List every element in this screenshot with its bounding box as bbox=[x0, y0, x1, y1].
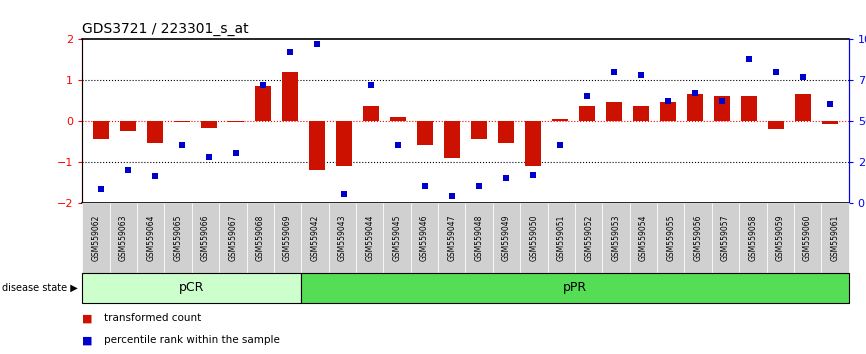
Bar bbox=[714, 96, 730, 121]
Text: transformed count: transformed count bbox=[104, 313, 201, 323]
Text: GSM559066: GSM559066 bbox=[201, 214, 210, 261]
Text: GSM559065: GSM559065 bbox=[173, 214, 183, 261]
Text: GSM559069: GSM559069 bbox=[283, 214, 292, 261]
Text: GSM559044: GSM559044 bbox=[365, 214, 374, 261]
Bar bbox=[147, 121, 163, 143]
Text: GDS3721 / 223301_s_at: GDS3721 / 223301_s_at bbox=[82, 22, 249, 36]
Text: GSM559053: GSM559053 bbox=[611, 214, 621, 261]
Text: GSM559050: GSM559050 bbox=[529, 214, 539, 261]
Bar bbox=[606, 102, 622, 121]
Bar bbox=[822, 121, 838, 124]
Bar bbox=[740, 96, 757, 121]
Bar bbox=[201, 121, 217, 128]
Text: GSM559061: GSM559061 bbox=[830, 215, 839, 261]
Text: GSM559046: GSM559046 bbox=[420, 214, 429, 261]
Bar bbox=[471, 121, 487, 139]
Text: GSM559049: GSM559049 bbox=[502, 214, 511, 261]
Text: GSM559054: GSM559054 bbox=[639, 214, 648, 261]
Text: pCR: pCR bbox=[179, 281, 204, 294]
Text: percentile rank within the sample: percentile rank within the sample bbox=[104, 335, 280, 345]
Text: ■: ■ bbox=[82, 335, 96, 345]
Text: GSM559064: GSM559064 bbox=[146, 214, 155, 261]
Text: GSM559052: GSM559052 bbox=[585, 215, 593, 261]
Bar bbox=[363, 107, 379, 121]
Text: GSM559060: GSM559060 bbox=[803, 214, 812, 261]
Bar bbox=[525, 121, 541, 166]
Bar bbox=[93, 121, 109, 139]
Text: GSM559068: GSM559068 bbox=[255, 215, 265, 261]
Text: GSM559058: GSM559058 bbox=[748, 215, 758, 261]
Text: GSM559047: GSM559047 bbox=[448, 214, 456, 261]
Bar bbox=[552, 119, 568, 121]
Text: pPR: pPR bbox=[563, 281, 587, 294]
Bar bbox=[417, 121, 433, 145]
Text: GSM559059: GSM559059 bbox=[776, 214, 785, 261]
Bar bbox=[498, 121, 514, 143]
Text: GSM559042: GSM559042 bbox=[310, 215, 320, 261]
Text: GSM559062: GSM559062 bbox=[92, 215, 100, 261]
Bar bbox=[120, 121, 136, 131]
Bar bbox=[578, 107, 595, 121]
Text: GSM559051: GSM559051 bbox=[557, 215, 565, 261]
Text: GSM559063: GSM559063 bbox=[119, 214, 128, 261]
Bar bbox=[282, 72, 298, 121]
Bar bbox=[255, 86, 271, 121]
Text: GSM559057: GSM559057 bbox=[721, 214, 730, 261]
Text: ■: ■ bbox=[82, 313, 96, 323]
Bar bbox=[660, 102, 676, 121]
Text: disease state ▶: disease state ▶ bbox=[2, 282, 77, 292]
Text: GSM559056: GSM559056 bbox=[694, 214, 702, 261]
Bar bbox=[795, 94, 811, 121]
Text: GSM559043: GSM559043 bbox=[338, 214, 346, 261]
Bar bbox=[633, 107, 649, 121]
Bar bbox=[309, 121, 325, 170]
Bar bbox=[687, 94, 703, 121]
Text: GSM559048: GSM559048 bbox=[475, 215, 483, 261]
Bar bbox=[390, 117, 406, 121]
Text: GSM559055: GSM559055 bbox=[666, 214, 675, 261]
Bar bbox=[336, 121, 352, 166]
Bar bbox=[768, 121, 784, 129]
Bar bbox=[444, 121, 460, 158]
Text: GSM559045: GSM559045 bbox=[392, 214, 402, 261]
Text: GSM559067: GSM559067 bbox=[229, 214, 237, 261]
